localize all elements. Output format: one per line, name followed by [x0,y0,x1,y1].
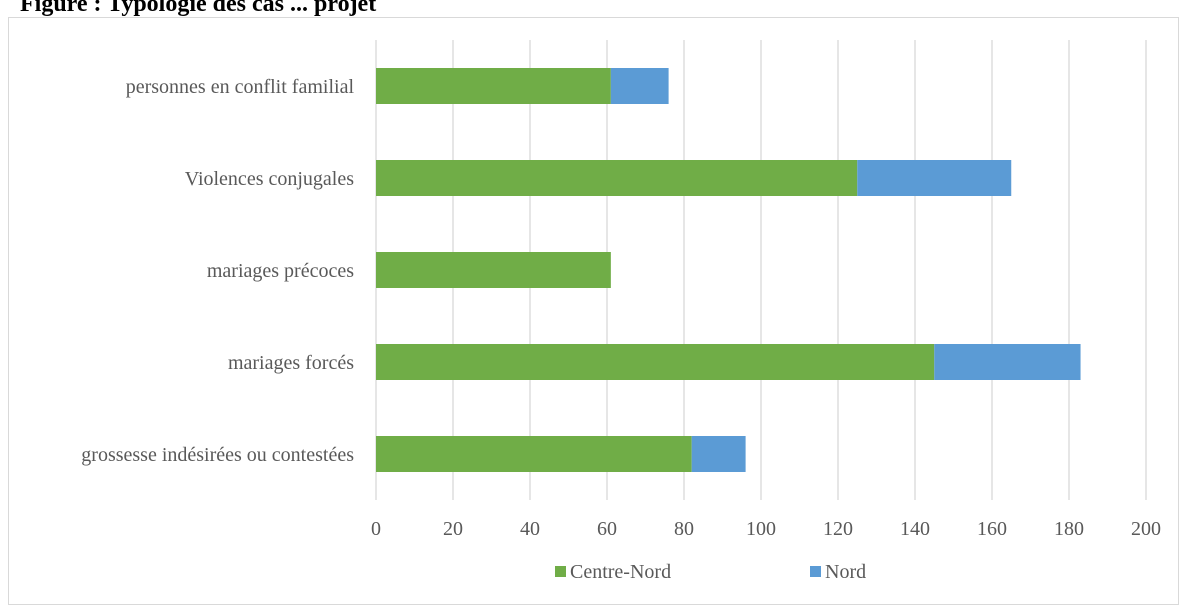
x-tick-label-140: 140 [900,518,930,540]
x-tick-label-180: 180 [1054,518,1084,540]
bar-centre-nord-0 [376,68,611,104]
category-label-3: mariages forcés [228,352,354,374]
x-tick-label-160: 160 [977,518,1007,540]
category-label-0: personnes en conflit familial [126,76,355,98]
x-tick-label-80: 80 [674,518,694,540]
x-tick-label-120: 120 [823,518,853,540]
x-tick-label-100: 100 [746,518,776,540]
bar-centre-nord-2 [376,252,611,288]
bar-centre-nord-3 [376,344,935,380]
bar-nord-4 [691,436,746,472]
chart-title-strip: Figure : Typologie des cas ... projet [0,0,1181,22]
x-tick-label-0: 0 [371,518,381,540]
x-tick-label-60: 60 [597,518,617,540]
category-label-1: Violences conjugales [185,168,355,190]
legend-swatch-1 [810,566,821,577]
bar-centre-nord-4 [376,436,692,472]
category-label-4: grossesse indésirées ou contestées [81,444,354,466]
chart-title: Figure : Typologie des cas ... projet [20,0,377,17]
legend-label-0: Centre-Nord [570,561,671,583]
bar-nord-0 [610,68,669,104]
bar-nord-1 [857,160,1012,196]
legend-swatch-0 [555,566,566,577]
chart-frame [8,17,1179,605]
bar-nord-3 [934,344,1081,380]
x-tick-label-20: 20 [443,518,463,540]
x-tick-label-40: 40 [520,518,540,540]
legend-label-1: Nord [825,561,866,583]
bar-centre-nord-1 [376,160,858,196]
x-tick-label-200: 200 [1131,518,1161,540]
category-label-2: mariages précoces [207,260,354,282]
